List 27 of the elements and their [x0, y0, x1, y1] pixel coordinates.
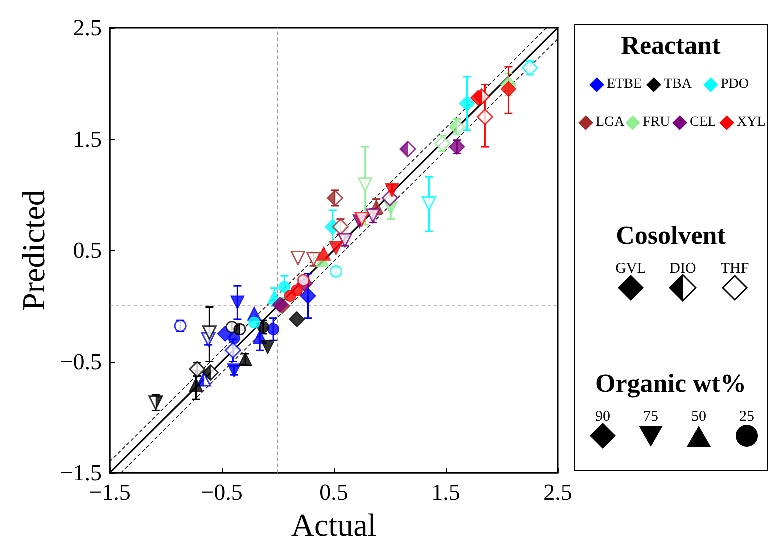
legend-label: XYL: [737, 115, 766, 131]
text: THF: [720, 261, 750, 277]
legend-label: FRU: [643, 115, 670, 131]
x-tick-label: 1.5: [432, 480, 460, 505]
x-axis-title: Actual: [291, 506, 377, 543]
x-tick-label: −0.5: [201, 480, 243, 505]
text: Organic wt%: [594, 369, 748, 399]
y-axis-title: Predicted: [15, 190, 52, 311]
y-tick-label: 2.5: [73, 16, 102, 40]
text: GVL: [616, 261, 646, 277]
text: 50: [692, 409, 706, 425]
text: 25: [740, 409, 754, 425]
text: 75: [644, 409, 658, 425]
legend-label: TBA: [664, 77, 692, 93]
legend-label: PDO: [721, 77, 750, 93]
y-tick-label: 1.5: [73, 126, 102, 152]
text: Cosolvent: [615, 221, 727, 251]
legend-title: Reactant: [620, 31, 722, 61]
text: 90: [596, 409, 610, 425]
legend-label: ETBE: [607, 77, 642, 93]
legend-label: LGA: [596, 115, 625, 131]
x-tick-label: 2.5: [544, 480, 572, 505]
legend-label: CEL: [690, 115, 716, 131]
x-tick-label: 0.5: [320, 480, 348, 505]
y-tick-label: −0.5: [60, 349, 102, 374]
text: DIO: [670, 261, 696, 277]
y-tick-label: 0.5: [73, 238, 102, 263]
